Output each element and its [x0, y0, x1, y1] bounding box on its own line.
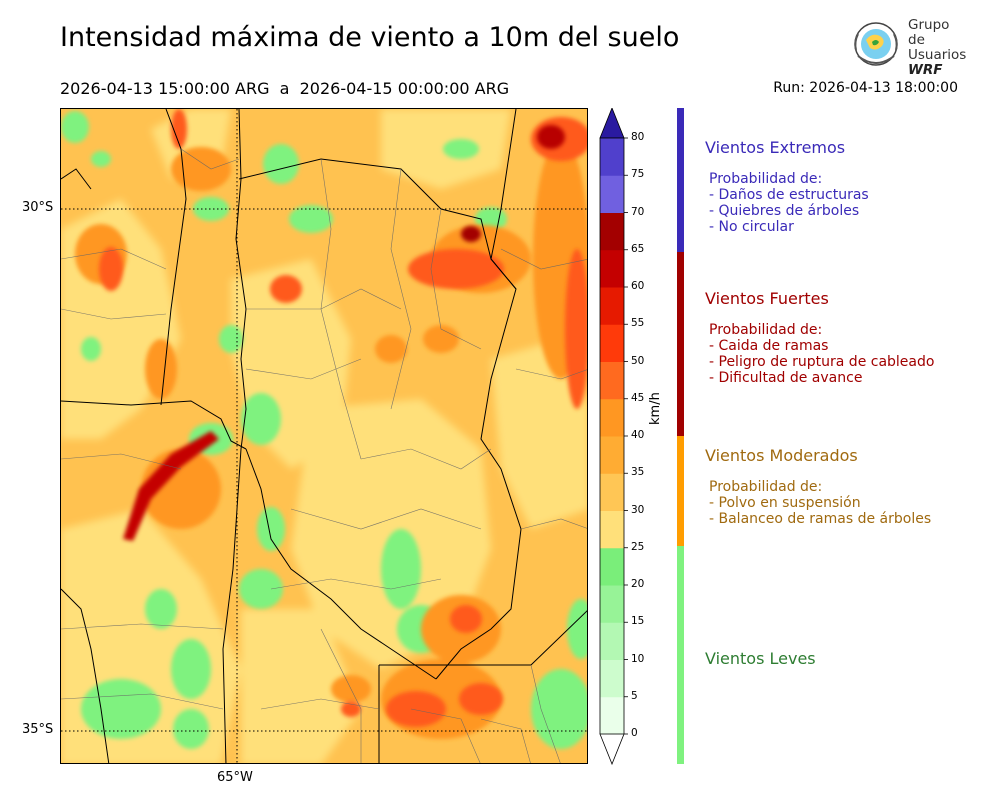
colorbar-tick-label: 5 [631, 689, 638, 702]
category-line: Probabilidad de: [709, 171, 823, 187]
logo: Grupo de Usuarios WRF [848, 16, 968, 78]
category-line: - Caida de ramas [709, 338, 829, 354]
colorbar-segment [600, 361, 624, 400]
colorbar-tick-label: 55 [631, 317, 645, 330]
colorbar-segment [600, 249, 624, 288]
category-moderate: Vientos Moderados Probabilidad de: - Pol… [705, 446, 931, 527]
category-extreme: Vientos Extremos Probabilidad de: - Daño… [705, 138, 869, 235]
colorbar-segment [600, 547, 624, 586]
extreme-ridge-band [123, 125, 565, 541]
category-line: - Polvo en suspensión [709, 495, 861, 511]
department-borders [61, 148, 587, 763]
category-description: Probabilidad de: - Daños de estructuras … [709, 171, 869, 235]
category-line: - No circular [709, 219, 794, 235]
logo-line-1: Grupo de [908, 17, 950, 48]
colorbar-segment [600, 622, 624, 660]
colorbar-segment [600, 696, 624, 735]
category-description: Probabilidad de: - Caida de ramas - Peli… [709, 322, 934, 386]
colorbar-segment [600, 138, 624, 176]
colorbar-tick-label: 10 [631, 652, 645, 665]
colorbar-tick-label: 45 [631, 391, 645, 404]
colorbar-unit: km/h [648, 392, 663, 425]
lon-label-65w: 65°W [217, 770, 253, 785]
forecast-period: 2026-04-13 15:00:00 ARG a 2026-04-15 00:… [60, 79, 510, 98]
colorbar-extend-bottom [599, 733, 625, 766]
category-title: Vientos Fuertes [705, 289, 829, 308]
light-wind-zones [61, 111, 587, 749]
colorbar-tick-label: 30 [631, 503, 645, 516]
colorbar-segment [600, 398, 624, 437]
lat-label-30s: 30°S [22, 200, 54, 215]
colorbar-tick-label: 70 [631, 205, 645, 218]
colorbar-segment [600, 287, 624, 325]
category-line: Probabilidad de: [709, 322, 823, 338]
light-category-bar [677, 546, 684, 764]
moderate-category-bar [677, 436, 684, 546]
colorbar-segment [600, 659, 624, 698]
wind-map [60, 108, 588, 764]
colorbar-tick-label: 75 [631, 168, 645, 181]
colorbar-segment [600, 175, 624, 213]
colorbar-tick-label: 60 [631, 280, 645, 292]
category-title: Vientos Extremos [705, 138, 846, 157]
colorbar-tick-label: 0 [631, 727, 638, 739]
colorbar-tick-label: 50 [631, 354, 645, 367]
colorbar-tick-label: 80 [631, 131, 645, 143]
colorbar-segment [600, 585, 624, 623]
colorbar-tick-label: 25 [631, 540, 645, 553]
category-light: Vientos Leves [705, 649, 816, 668]
colorbar-segment [600, 510, 624, 549]
colorbar-tick-label: 15 [631, 615, 645, 628]
category-title: Vientos Moderados [705, 446, 858, 465]
colorbar-extend-top [599, 106, 625, 139]
category-title: Vientos Leves [705, 649, 816, 668]
colorbar-tick-label: 65 [631, 242, 645, 255]
colorbar-segment [600, 436, 624, 474]
globe-icon [854, 22, 898, 66]
lat-label-35s: 35°S [22, 722, 54, 737]
extreme-category-bar [677, 108, 684, 252]
category-line: - Peligro de ruptura de cableado [709, 354, 935, 370]
category-line: - Quiebres de árboles [709, 203, 860, 219]
category-line: - Dificultad de avance [709, 370, 863, 386]
category-strong: Vientos Fuertes Probabilidad de: - Caida… [705, 289, 934, 386]
colorbar-segment [600, 212, 624, 251]
colorbar-segment [600, 473, 624, 511]
logo-line-2: Usuarios [908, 47, 967, 63]
graticule [61, 109, 587, 763]
colorbar-tick-label: 35 [631, 466, 645, 479]
colorbar-tick-label: 20 [631, 578, 645, 590]
category-description: Probabilidad de: - Polvo en suspensión -… [709, 479, 931, 527]
chart-title: Intensidad máxima de viento a 10m del su… [60, 22, 680, 53]
colorbar-tick-label: 40 [631, 429, 645, 441]
colorbar-segment [600, 324, 624, 362]
category-line: Probabilidad de: [709, 479, 823, 495]
colorbar [598, 106, 648, 768]
category-line: - Daños de estructuras [709, 187, 869, 203]
run-timestamp: Run: 2026-04-13 18:00:00 [773, 80, 958, 96]
category-line: - Balanceo de ramas de árboles [709, 511, 932, 527]
strong-wind-zones [99, 109, 587, 727]
logo-line-3: WRF [908, 62, 943, 78]
strong-category-bar [677, 252, 684, 436]
